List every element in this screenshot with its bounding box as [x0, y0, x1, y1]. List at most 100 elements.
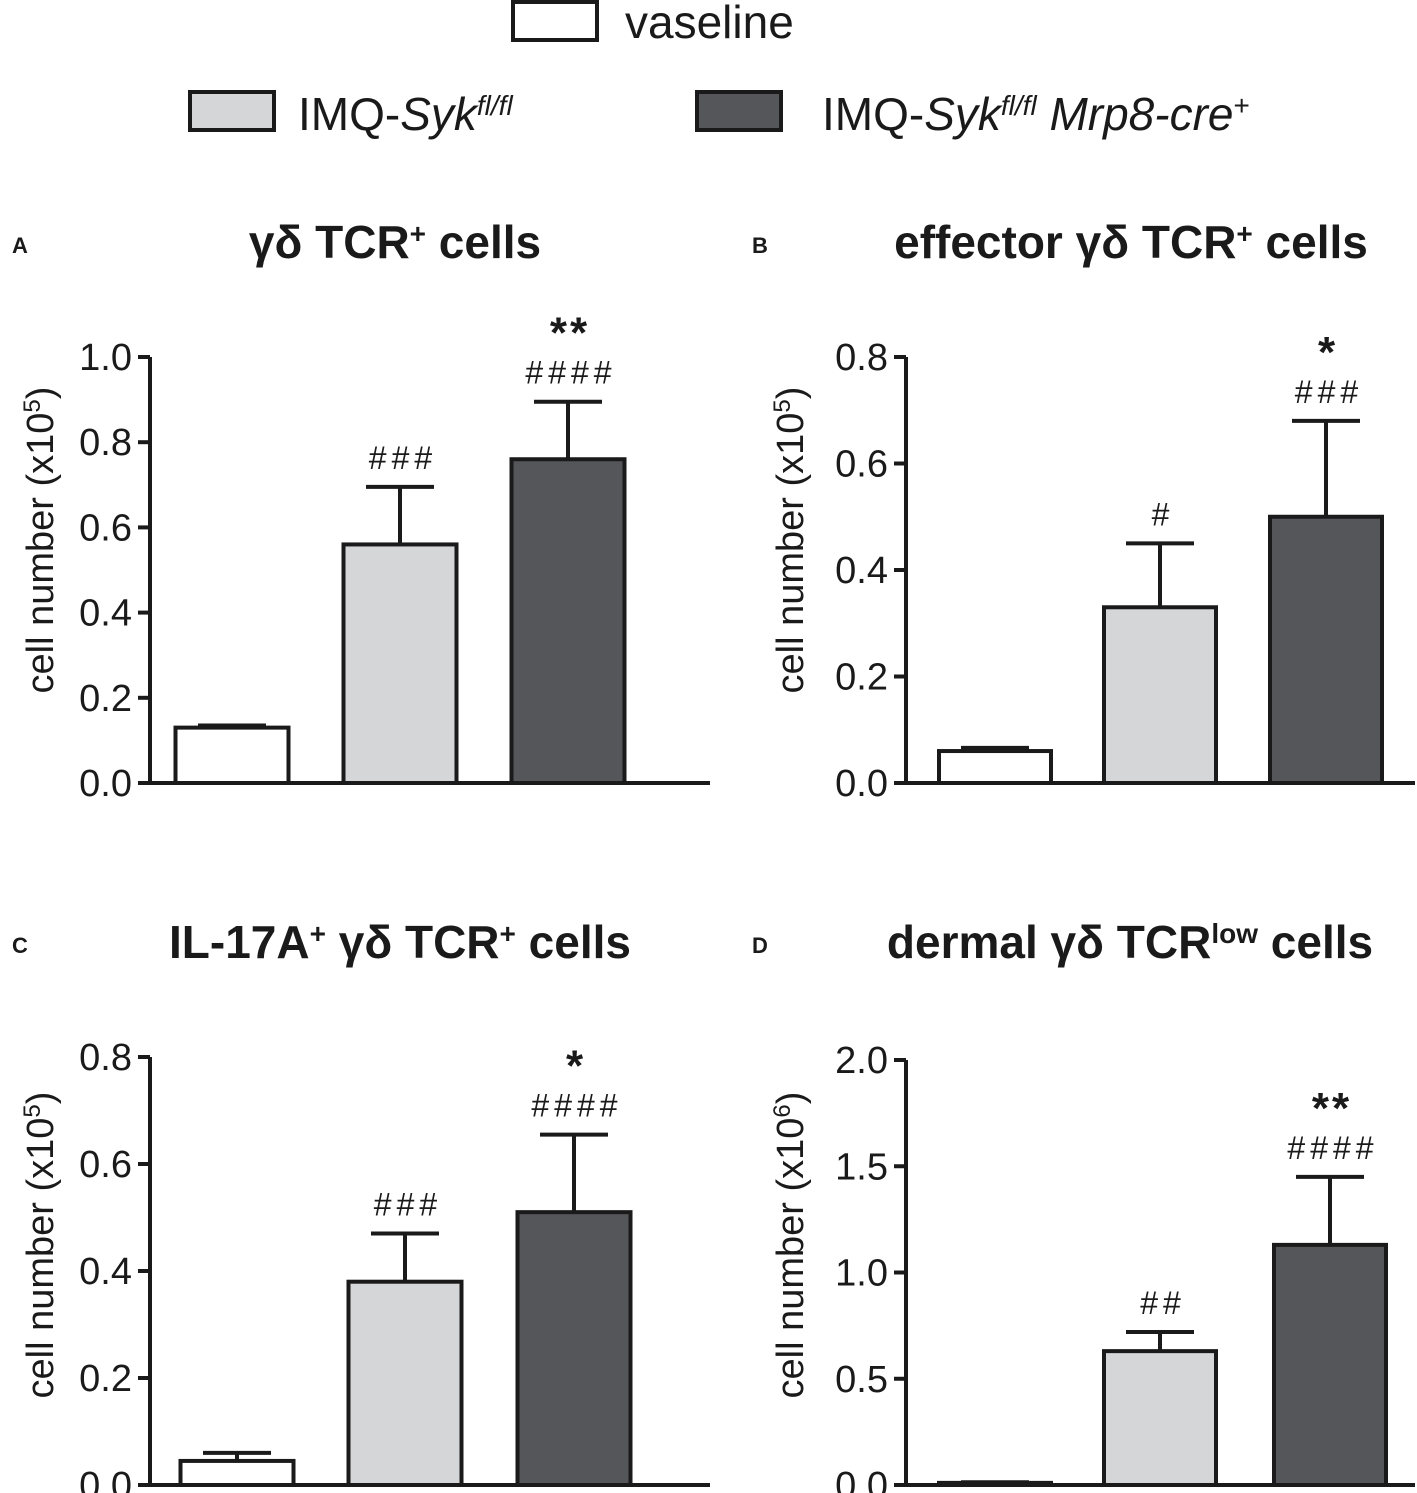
label-text: IMQ- [298, 88, 400, 140]
bar [341, 542, 459, 785]
significance-star: * [566, 1042, 586, 1091]
label-text: cells [1258, 916, 1373, 968]
label-text: ) [770, 387, 812, 400]
y-tick-label: 0.8 [79, 1037, 132, 1079]
y-axis-label: cell number (x105) [19, 1092, 63, 1399]
bar [346, 1279, 464, 1487]
label-text: cells [426, 216, 541, 268]
superscript-text: + [500, 918, 516, 949]
panel-letter: C [12, 933, 28, 958]
y-tick-label: 0.4 [835, 550, 888, 592]
label-text: Syk [400, 88, 479, 140]
label-text: ) [20, 1092, 62, 1105]
y-axis-label: cell number (x105) [19, 387, 63, 694]
y-tick-label: 0.0 [835, 763, 888, 805]
superscript-text: + [410, 218, 426, 249]
y-tick-label: 0.6 [79, 507, 132, 549]
chart-title: effector γδ TCR+ cells [894, 216, 1368, 268]
legend-entry: IMQ-Sykfl/fl [188, 88, 513, 140]
y-tick-label: 0.4 [79, 593, 132, 635]
bar [1102, 1349, 1218, 1487]
label-text: ) [20, 387, 62, 400]
superscript-text: + [1233, 90, 1249, 121]
significance-hash: #### [1287, 1130, 1378, 1166]
y-tick-label: 0.2 [79, 1358, 132, 1400]
label-text: IL-17A [169, 916, 310, 968]
superscript-text: + [1236, 218, 1252, 249]
y-tick-label: 0.4 [79, 1251, 132, 1293]
y-tick-label: 1.5 [835, 1146, 888, 1188]
significance-hash: # [1152, 496, 1175, 532]
y-tick-label: 0.0 [79, 1465, 132, 1493]
significance-hash: ### [369, 440, 437, 476]
legend-entry: vaseline [511, 0, 794, 48]
label-text: cells [1253, 216, 1368, 268]
bar [515, 1210, 633, 1488]
label-text: cells [516, 916, 631, 968]
superscript-text: 5 [19, 399, 46, 412]
significance-hash: ### [374, 1187, 442, 1223]
y-tick-label: 0.8 [79, 422, 132, 464]
y-tick-label: 0.2 [79, 678, 132, 720]
label-text: cell number (x10 [770, 1118, 812, 1399]
y-tick-label: 0.5 [835, 1359, 888, 1401]
chart-title: γδ TCR+ cells [249, 216, 541, 268]
y-axis-label: cell number (x106) [769, 1092, 813, 1399]
significance-hash: #### [525, 355, 616, 391]
superscript-text: + [310, 918, 326, 949]
panel-letter: D [752, 933, 768, 958]
y-tick-label: 0.6 [835, 444, 888, 486]
legend-label: IMQ-Sykfl/fl Mrp8-cre+ [822, 88, 1250, 140]
bar [1272, 1242, 1388, 1487]
label-text: IMQ- [822, 88, 924, 140]
chart-title: IL-17A+ γδ TCR+ cells [169, 916, 631, 968]
y-tick-label: 0.8 [835, 337, 888, 379]
significance-hash: ### [1295, 374, 1363, 410]
y-tick-label: 0.2 [835, 657, 888, 699]
superscript-text: 6 [769, 1104, 796, 1117]
significance-star: ** [1312, 1084, 1352, 1133]
bar [178, 1458, 296, 1488]
label-text: cell number (x10 [20, 1118, 62, 1399]
superscript-text: 5 [769, 399, 796, 412]
y-tick-label: 1.0 [835, 1253, 888, 1295]
panel-letter: B [752, 233, 768, 258]
label-text: effector γδ TCR [894, 216, 1236, 268]
chart-title: dermal γδ TCRlow cells [887, 916, 1373, 968]
label-text: γδ TCR [326, 916, 500, 968]
label-text: cell number (x10 [20, 413, 62, 694]
bar [173, 725, 291, 785]
bar [1102, 605, 1218, 786]
label-text: γδ TCR [249, 216, 410, 268]
legend-swatch [188, 90, 276, 132]
superscript-text: low [1211, 918, 1258, 949]
label-text: cell number (x10 [770, 413, 812, 694]
y-axis-label: cell number (x105) [769, 387, 813, 694]
legend-swatch [695, 90, 783, 132]
y-tick-label: 0.0 [835, 1465, 888, 1493]
label-text: Syk [924, 88, 1003, 140]
panel-letter: A [12, 233, 28, 258]
label-text: ) [770, 1092, 812, 1105]
legend-entry: IMQ-Sykfl/fl Mrp8-cre+ [695, 88, 1250, 140]
label-text: Mrp8-cre [1037, 88, 1234, 140]
significance-hash: #### [531, 1088, 622, 1124]
bar [1268, 514, 1384, 785]
bar [937, 749, 1053, 785]
label-text: dermal γδ TCR [887, 916, 1211, 968]
legend: vaseline IMQ-Sykfl/fl IMQ-Sykfl/fl Mrp8-cr… [188, 0, 1250, 140]
label-text: vaseline [625, 0, 794, 48]
legend-label: vaseline [625, 0, 794, 48]
superscript-text: 5 [19, 1104, 46, 1117]
bar [509, 457, 627, 785]
legend-label: IMQ-Sykfl/fl [298, 88, 513, 140]
y-tick-label: 1.0 [79, 337, 132, 379]
significance-star: ** [550, 309, 590, 358]
y-tick-label: 0.6 [79, 1144, 132, 1186]
